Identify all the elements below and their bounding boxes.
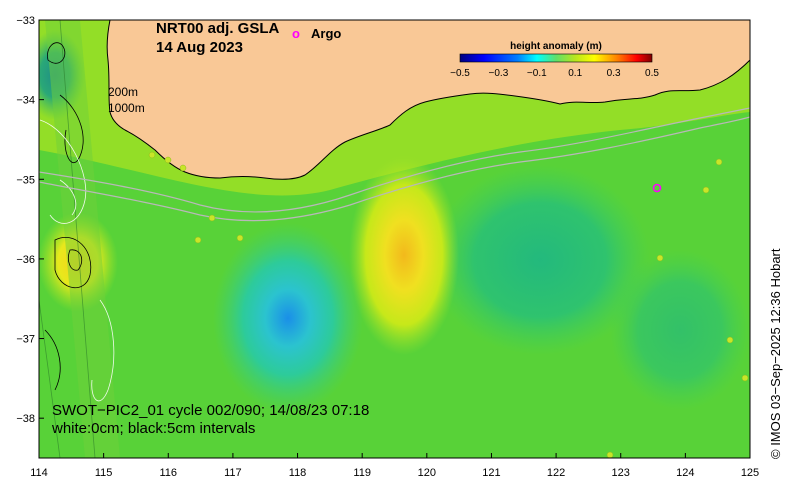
isobath-200m (39, 107, 750, 213)
white-contours (39, 119, 115, 402)
east-low-region (430, 165, 650, 355)
colorbar-tick-label: 0.3 (607, 68, 621, 79)
contour-caption: white:0cm; black:5cm intervals (51, 420, 255, 437)
x-axis: 114 115 116 117 118 119 120 121 122 123 124 125 (30, 453, 759, 479)
x-tick-label: 124 (676, 467, 694, 479)
x-tick-label: 115 (95, 467, 113, 479)
argo-float-marker[interactable] (652, 183, 662, 193)
x-tick-label: 120 (418, 467, 436, 479)
map-date: 14 Aug 2023 (156, 39, 243, 56)
plot-frame (38, 19, 751, 459)
x-tick-label: 122 (547, 467, 565, 479)
argo-legend-symbol: o (292, 26, 300, 41)
y-tick-label: −36 (16, 254, 35, 266)
colorbar-tick-label: −0.3 (489, 68, 509, 79)
colorbar-tick-label: −0.5 (450, 68, 470, 79)
east-low-region-2 (610, 250, 750, 410)
x-tick-label: 121 (482, 467, 500, 479)
cold-eddy (213, 223, 363, 413)
swot-caption: SWOT−PIC2_01 cycle 002/090; 14/08/23 07:… (52, 402, 369, 419)
x-tick-label: 125 (741, 467, 759, 479)
map-title: NRT00 adj. GSLA (156, 20, 280, 37)
colorbar-bar (459, 53, 653, 63)
y-tick-label: −33 (16, 15, 35, 27)
colorbar-title: height anomaly (m) (510, 41, 602, 52)
y-tick-label: −35 (16, 174, 35, 186)
swot-swath (45, 20, 120, 458)
colorbar-ticks: −0.5 −0.3 −0.1 0.1 0.3 0.5 (450, 68, 659, 79)
colorbar-tick-label: −0.1 (527, 68, 547, 79)
imos-credit: © IMOS 03−Sep−2025 12:36 Hobart (768, 248, 783, 459)
y-tick-label: −34 (16, 95, 35, 107)
argo-legend-label: Argo (311, 26, 341, 41)
colorbar: height anomaly (m) −0.5 −0.3 −0.1 0.1 0.3 0.5 (450, 41, 659, 79)
isobath-label-1000m: 1000m (108, 101, 145, 115)
y-tick-label: −38 (16, 413, 35, 425)
isobath-label-200m: 200m (108, 85, 138, 99)
colorbar-tick-label: 0.1 (568, 68, 582, 79)
x-tick-label: 123 (612, 467, 630, 479)
x-tick-label: 116 (159, 467, 177, 479)
warm-eddy (349, 155, 459, 355)
x-tick-label: 118 (289, 467, 307, 479)
observation-dots (148, 151, 749, 458)
x-tick-label: 117 (224, 467, 242, 479)
x-tick-label: 114 (30, 467, 48, 479)
y-axis: −33 −34 −35 −36 −37 −38 (16, 15, 44, 425)
y-tick-label: −37 (16, 334, 35, 346)
colorbar-tick-label: 0.5 (645, 68, 659, 79)
isobath-1000m (39, 116, 750, 222)
x-tick-label: 119 (353, 467, 371, 479)
